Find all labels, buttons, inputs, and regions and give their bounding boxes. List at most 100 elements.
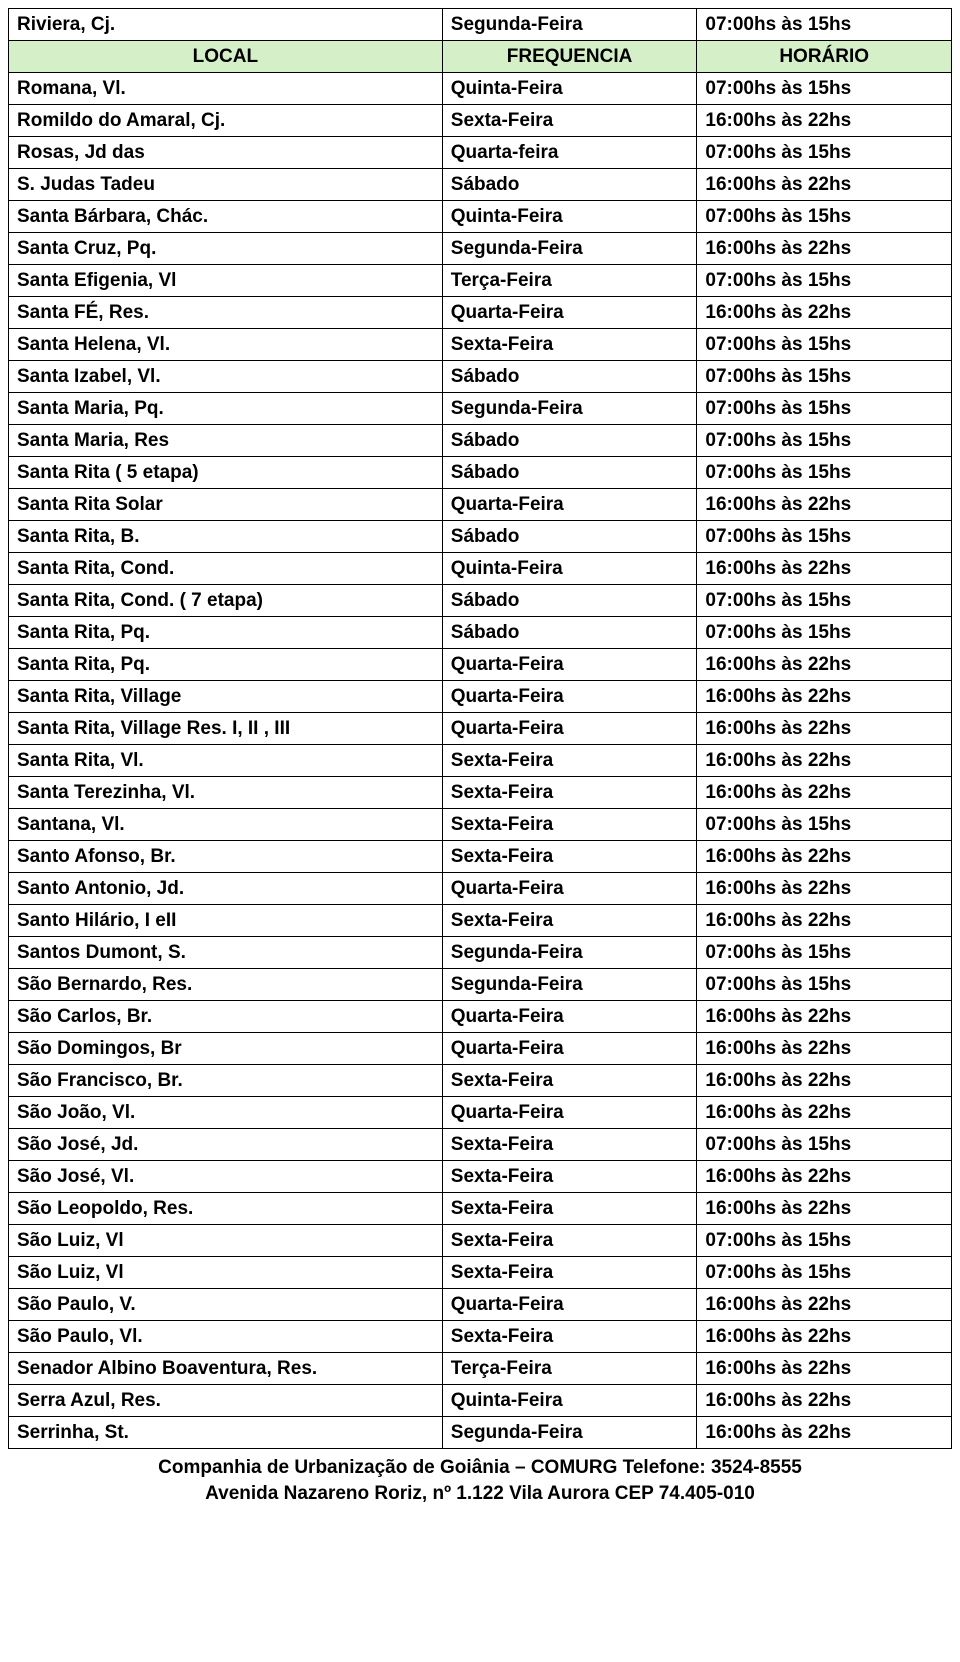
cell-horario: 16:00hs às 22hs [697, 1161, 952, 1193]
table-row: Senador Albino Boaventura, Res.Terça-Fei… [9, 1353, 952, 1385]
cell-horario: 16:00hs às 22hs [697, 1385, 952, 1417]
cell-local: Santo Antonio, Jd. [9, 873, 443, 905]
table-row: Santa Maria, Pq.Segunda-Feira07:00hs às … [9, 393, 952, 425]
table-row: Santa Maria, ResSábado07:00hs às 15hs [9, 425, 952, 457]
cell-frequencia: Quarta-Feira [442, 1289, 697, 1321]
cell-local: Santa Rita, Cond. [9, 553, 443, 585]
cell-local: Santa Maria, Pq. [9, 393, 443, 425]
cell-frequencia: Sexta-Feira [442, 841, 697, 873]
table-row: Santa Bárbara, Chác.Quinta-Feira07:00hs … [9, 201, 952, 233]
cell-frequencia: Quinta-Feira [442, 553, 697, 585]
cell-local: Serra Azul, Res. [9, 1385, 443, 1417]
cell-frequencia: Quarta-Feira [442, 713, 697, 745]
cell-horario: 16:00hs às 22hs [697, 169, 952, 201]
cell-frequencia: Sábado [442, 169, 697, 201]
table-row: São Luiz, VlSexta-Feira07:00hs às 15hs [9, 1257, 952, 1289]
cell-frequencia: Quarta-Feira [442, 1033, 697, 1065]
cell-local: Santo Hilário, I eII [9, 905, 443, 937]
table-row: Romana, Vl.Quinta-Feira07:00hs às 15hs [9, 73, 952, 105]
cell-local: Santa Rita Solar [9, 489, 443, 521]
cell-frequencia: Sábado [442, 585, 697, 617]
cell-frequencia: Segunda-Feira [442, 969, 697, 1001]
cell-horario: 07:00hs às 15hs [697, 9, 952, 41]
table-row: Santa Cruz, Pq.Segunda-Feira16:00hs às 2… [9, 233, 952, 265]
cell-frequencia: Sexta-Feira [442, 1129, 697, 1161]
cell-horario: 07:00hs às 15hs [697, 73, 952, 105]
cell-local: Rosas, Jd das [9, 137, 443, 169]
cell-horario: 16:00hs às 22hs [697, 233, 952, 265]
cell-frequencia: Sexta-Feira [442, 777, 697, 809]
table-row: São Carlos, Br.Quarta-Feira16:00hs às 22… [9, 1001, 952, 1033]
cell-horario: 16:00hs às 22hs [697, 489, 952, 521]
header-horario: HORÁRIO [697, 41, 952, 73]
cell-frequencia: Quarta-Feira [442, 489, 697, 521]
cell-horario: 16:00hs às 22hs [697, 1065, 952, 1097]
table-row: Santa Helena, Vl.Sexta-Feira07:00hs às 1… [9, 329, 952, 361]
cell-local: São Francisco, Br. [9, 1065, 443, 1097]
cell-local: Santa Maria, Res [9, 425, 443, 457]
table-row: Santa Rita, VillageQuarta-Feira16:00hs à… [9, 681, 952, 713]
cell-local: São Leopoldo, Res. [9, 1193, 443, 1225]
cell-horario: 16:00hs às 22hs [697, 777, 952, 809]
cell-local: Riviera, Cj. [9, 9, 443, 41]
table-row: Santos Dumont, S.Segunda-Feira07:00hs às… [9, 937, 952, 969]
table-row: S. Judas TadeuSábado16:00hs às 22hs [9, 169, 952, 201]
table-row: São Paulo, V.Quarta-Feira16:00hs às 22hs [9, 1289, 952, 1321]
cell-horario: 07:00hs às 15hs [697, 1225, 952, 1257]
table-row: Santo Hilário, I eIISexta-Feira16:00hs à… [9, 905, 952, 937]
table-row: Santa Rita SolarQuarta-Feira16:00hs às 2… [9, 489, 952, 521]
cell-local: Santos Dumont, S. [9, 937, 443, 969]
cell-local: São Bernardo, Res. [9, 969, 443, 1001]
cell-horario: 07:00hs às 15hs [697, 329, 952, 361]
cell-horario: 16:00hs às 22hs [697, 1033, 952, 1065]
cell-local: São José, Vl. [9, 1161, 443, 1193]
table-row: Serra Azul, Res.Quinta-Feira16:00hs às 2… [9, 1385, 952, 1417]
table-row: Romildo do Amaral, Cj.Sexta-Feira16:00hs… [9, 105, 952, 137]
cell-frequencia: Quarta-feira [442, 137, 697, 169]
table-row: São João, Vl.Quarta-Feira16:00hs às 22hs [9, 1097, 952, 1129]
cell-horario: 16:00hs às 22hs [697, 1289, 952, 1321]
cell-local: Santa Rita, Village Res. I, II , III [9, 713, 443, 745]
cell-horario: 16:00hs às 22hs [697, 649, 952, 681]
cell-horario: 16:00hs às 22hs [697, 745, 952, 777]
cell-frequencia: Sexta-Feira [442, 809, 697, 841]
table-row: Santa Izabel, Vl.Sábado07:00hs às 15hs [9, 361, 952, 393]
table-row: Santa Rita, Vl.Sexta-Feira16:00hs às 22h… [9, 745, 952, 777]
cell-local: Santa Rita, Pq. [9, 617, 443, 649]
footer-line-2: Avenida Nazareno Roriz, nº 1.122 Vila Au… [8, 1481, 952, 1507]
table-row: São José, Vl.Sexta-Feira16:00hs às 22hs [9, 1161, 952, 1193]
table-row: São Paulo, Vl.Sexta-Feira16:00hs às 22hs [9, 1321, 952, 1353]
cell-frequencia: Terça-Feira [442, 1353, 697, 1385]
table-row: Santa Rita, Cond. ( 7 etapa)Sábado07:00h… [9, 585, 952, 617]
cell-local: Santa Rita ( 5 etapa) [9, 457, 443, 489]
cell-frequencia: Sexta-Feira [442, 105, 697, 137]
cell-local: São Luiz, Vl [9, 1225, 443, 1257]
cell-horario: 16:00hs às 22hs [697, 297, 952, 329]
cell-local: Senador Albino Boaventura, Res. [9, 1353, 443, 1385]
cell-local: São Carlos, Br. [9, 1001, 443, 1033]
table-row: São Leopoldo, Res.Sexta-Feira16:00hs às … [9, 1193, 952, 1225]
cell-local: Santa Rita, Vl. [9, 745, 443, 777]
cell-local: Santa Cruz, Pq. [9, 233, 443, 265]
cell-local: São Domingos, Br [9, 1033, 443, 1065]
cell-local: Romana, Vl. [9, 73, 443, 105]
cell-frequencia: Quarta-Feira [442, 1097, 697, 1129]
cell-local: Serrinha, St. [9, 1417, 443, 1449]
cell-frequencia: Quinta-Feira [442, 73, 697, 105]
table-row: São Francisco, Br.Sexta-Feira16:00hs às … [9, 1065, 952, 1097]
cell-frequencia: Segunda-Feira [442, 393, 697, 425]
table-row: Santa Rita, Village Res. I, II , IIIQuar… [9, 713, 952, 745]
cell-frequencia: Sexta-Feira [442, 1321, 697, 1353]
cell-horario: 16:00hs às 22hs [697, 553, 952, 585]
table-row: Santa Rita, Pq.Sábado07:00hs às 15hs [9, 617, 952, 649]
table-row: Santa FÉ, Res.Quarta-Feira16:00hs às 22h… [9, 297, 952, 329]
table-row: Riviera, Cj.Segunda-Feira07:00hs às 15hs [9, 9, 952, 41]
cell-frequencia: Sexta-Feira [442, 1257, 697, 1289]
cell-horario: 07:00hs às 15hs [697, 457, 952, 489]
cell-horario: 07:00hs às 15hs [697, 969, 952, 1001]
table-row: LOCALFREQUENCIAHORÁRIO [9, 41, 952, 73]
cell-horario: 16:00hs às 22hs [697, 105, 952, 137]
cell-horario: 07:00hs às 15hs [697, 201, 952, 233]
cell-local: Santa Bárbara, Chác. [9, 201, 443, 233]
cell-horario: 07:00hs às 15hs [697, 393, 952, 425]
